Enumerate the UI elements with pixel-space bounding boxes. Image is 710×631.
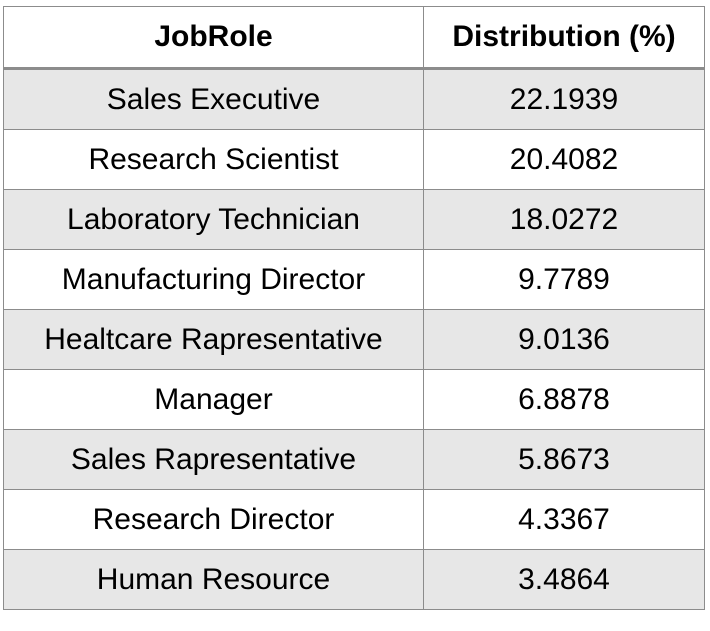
distribution-table-container: JobRole Distribution (%) Sales Executive… <box>3 6 705 610</box>
header-jobrole: JobRole <box>3 6 424 69</box>
table-row: Manufacturing Director 9.7789 <box>3 249 705 310</box>
table-row: Research Scientist 20.4082 <box>3 129 705 190</box>
table-row: Sales Rapresentative 5.8673 <box>3 429 705 490</box>
distribution-cell: 9.7789 <box>423 249 705 310</box>
distribution-cell: 18.0272 <box>423 189 705 250</box>
distribution-cell: 20.4082 <box>423 129 705 190</box>
distribution-cell: 4.3367 <box>423 489 705 550</box>
jobrole-cell: Healtcare Rapresentative <box>3 309 424 370</box>
jobrole-cell: Manager <box>3 369 424 430</box>
jobrole-cell: Laboratory Technician <box>3 189 424 250</box>
table-header-row: JobRole Distribution (%) <box>3 6 705 69</box>
distribution-cell: 6.8878 <box>423 369 705 430</box>
job-role-distribution-table: JobRole Distribution (%) Sales Executive… <box>3 6 705 610</box>
distribution-cell: 9.0136 <box>423 309 705 370</box>
jobrole-cell: Sales Rapresentative <box>3 429 424 490</box>
jobrole-cell: Human Resource <box>3 549 424 610</box>
distribution-cell: 22.1939 <box>423 68 705 130</box>
distribution-cell: 5.8673 <box>423 429 705 490</box>
distribution-cell: 3.4864 <box>423 549 705 610</box>
jobrole-cell: Research Director <box>3 489 424 550</box>
jobrole-cell: Manufacturing Director <box>3 249 424 310</box>
jobrole-cell: Research Scientist <box>3 129 424 190</box>
jobrole-cell: Sales Executive <box>3 68 424 130</box>
table-row: Laboratory Technician 18.0272 <box>3 189 705 250</box>
table-row: Human Resource 3.4864 <box>3 549 705 610</box>
table-row: Healtcare Rapresentative 9.0136 <box>3 309 705 370</box>
table-row: Research Director 4.3367 <box>3 489 705 550</box>
header-distribution: Distribution (%) <box>423 6 705 69</box>
table-row: Manager 6.8878 <box>3 369 705 430</box>
table-row: Sales Executive 22.1939 <box>3 68 705 130</box>
